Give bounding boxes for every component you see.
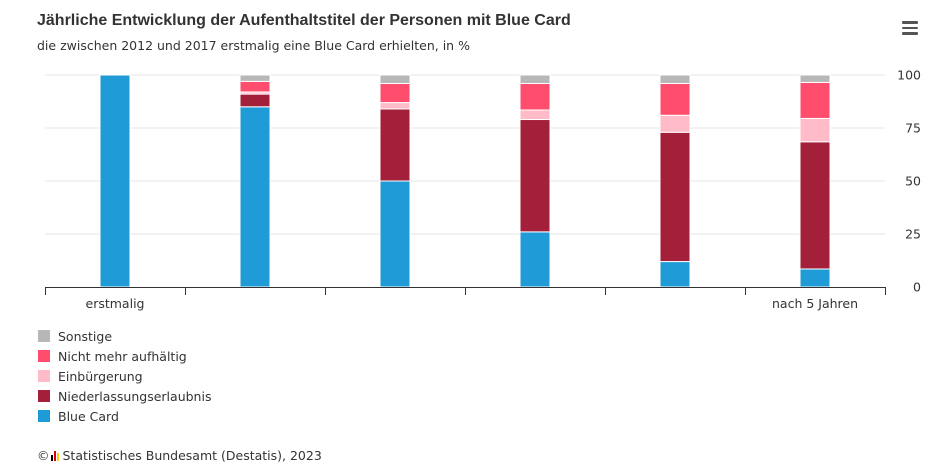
gridlines <box>45 74 885 235</box>
legend-label: Nicht mehr aufhältig <box>58 348 187 364</box>
bar-segment[interactable] <box>379 180 411 288</box>
legend-item[interactable]: Einbürgerung <box>38 366 211 386</box>
bar-segment[interactable] <box>659 114 691 133</box>
y-tick-label: 0 <box>913 280 921 295</box>
legend-label: Niederlassungserlaubnis <box>58 388 212 404</box>
legend-swatch <box>38 330 50 342</box>
y-tick-label: 75 <box>905 121 921 136</box>
bar-segment[interactable] <box>659 261 691 288</box>
bar-segment[interactable] <box>519 74 551 84</box>
bar-segment[interactable] <box>799 81 831 119</box>
legend-item[interactable]: Blue Card <box>38 406 211 426</box>
legend-label: Blue Card <box>58 408 119 424</box>
legend-label: Einbürgerung <box>58 368 143 384</box>
bar-segment[interactable] <box>799 141 831 270</box>
chart-subtitle: die zwischen 2012 und 2017 erstmalig ein… <box>37 38 470 53</box>
bar-segment[interactable] <box>239 93 271 108</box>
y-tick-label: 25 <box>905 227 921 242</box>
bar-segment[interactable] <box>519 82 551 111</box>
x-axis <box>45 287 886 295</box>
bar-segment[interactable] <box>519 231 551 288</box>
bar-segment[interactable] <box>379 108 411 182</box>
x-tick-label: nach 5 Jahren <box>772 296 858 311</box>
bar-segment[interactable] <box>239 106 271 288</box>
bar-segment[interactable] <box>239 74 271 82</box>
menu-line <box>902 26 918 29</box>
bar-segment[interactable] <box>379 102 411 110</box>
bar-segment[interactable] <box>799 268 831 288</box>
stacked-bar-chart: 0 25 50 75 100 erstmalig nach 5 Jahren <box>45 68 921 311</box>
bar-segment[interactable] <box>519 119 551 233</box>
legend-swatch <box>38 410 50 422</box>
menu-line <box>902 21 918 24</box>
bar-segment[interactable] <box>379 82 411 104</box>
y-axis-labels: 0 25 50 75 100 <box>897 68 921 295</box>
hamburger-menu-icon[interactable] <box>898 18 922 38</box>
bar-segment[interactable] <box>799 74 831 83</box>
credits[interactable]: © Statistisches Bundesamt (Destatis), 20… <box>37 448 322 463</box>
legend-item[interactable]: Sonstige <box>38 326 211 346</box>
bar-segment[interactable] <box>659 74 691 84</box>
x-axis-labels: erstmalig nach 5 Jahren <box>86 296 859 311</box>
bar-segment[interactable] <box>239 80 271 93</box>
bar-segment[interactable] <box>99 74 131 288</box>
x-tick-label: erstmalig <box>86 296 145 311</box>
bar-segment[interactable] <box>379 74 411 84</box>
legend-swatch <box>38 390 50 402</box>
chart-title: Jährliche Entwicklung der Aufenthaltstit… <box>37 12 571 29</box>
legend-swatch <box>38 350 50 362</box>
bar-segment[interactable] <box>659 131 691 263</box>
legend-item[interactable]: Nicht mehr aufhältig <box>38 346 211 366</box>
destatis-logo-icon <box>50 450 59 461</box>
bar-segment[interactable] <box>659 82 691 116</box>
y-tick-label: 100 <box>897 68 921 83</box>
menu-line <box>902 32 918 35</box>
bar-segment[interactable] <box>799 117 831 143</box>
legend-item[interactable]: Niederlassungserlaubnis <box>38 386 211 406</box>
copyright-symbol: © <box>37 448 50 463</box>
y-tick-label: 50 <box>905 174 921 189</box>
bar-segment[interactable] <box>519 109 551 121</box>
credits-text: Statistisches Bundesamt (Destatis), 2023 <box>62 448 322 463</box>
legend-swatch <box>38 370 50 382</box>
legend: Sonstige Nicht mehr aufhältig Einbürgerung… <box>38 326 211 426</box>
legend-label: Sonstige <box>58 328 113 344</box>
